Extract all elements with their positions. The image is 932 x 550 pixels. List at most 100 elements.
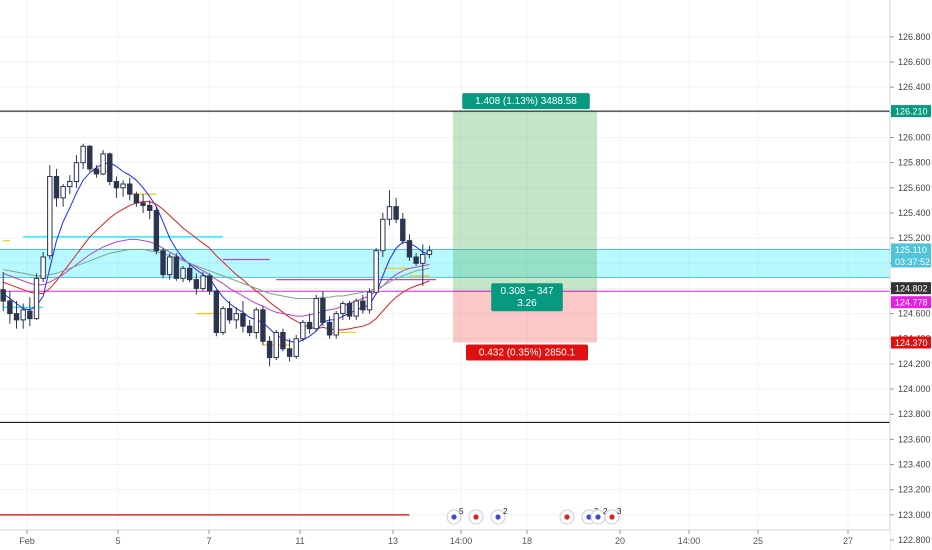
time-axis-bg xyxy=(0,530,890,550)
candle xyxy=(87,145,93,172)
candle-body xyxy=(153,209,160,252)
target-zone[interactable] xyxy=(453,111,597,292)
candle xyxy=(67,175,73,195)
candle-body xyxy=(386,206,393,220)
candle xyxy=(173,253,180,281)
candle xyxy=(93,165,100,178)
candle-body xyxy=(206,275,213,292)
candle xyxy=(20,303,26,329)
price-badges: 126.210125.11003:37:52124.802124.778124.… xyxy=(891,105,931,349)
time-axis[interactable]: Feb 5 7 11 13 14:00 18 20 14:00 25 27 xyxy=(0,529,890,550)
position-label-bg xyxy=(491,283,563,312)
time-tick-label: 27 xyxy=(843,536,853,546)
candle xyxy=(380,212,386,257)
candle-body xyxy=(226,308,233,321)
candle xyxy=(60,184,66,207)
candle xyxy=(326,316,333,339)
candle-body xyxy=(27,310,33,320)
price-axis[interactable]: 126.800126.600126.400126.200126.000125.8… xyxy=(889,0,932,550)
price-badge-label: 124.802 xyxy=(895,284,928,294)
event-marker[interactable]: 3 xyxy=(604,507,622,525)
event-count: 5 xyxy=(459,507,464,516)
candle xyxy=(280,328,286,352)
candle-body xyxy=(333,313,339,336)
event-marker[interactable]: 2 xyxy=(590,507,608,525)
price-tick-label: 122.800 xyxy=(898,535,931,545)
candle xyxy=(273,329,279,361)
position-label: 1.408 (1.13%) 3488.58 xyxy=(462,93,590,110)
price-badge-label: 03:37:52 xyxy=(895,257,930,267)
candle xyxy=(73,155,80,188)
candle xyxy=(100,150,106,176)
candle-body xyxy=(393,206,399,220)
candle-body xyxy=(426,250,433,255)
candle xyxy=(140,194,146,213)
horizontal-lines[interactable] xyxy=(0,110,890,423)
time-tick-label: Feb xyxy=(19,536,35,546)
price-tick-label: 124.600 xyxy=(898,309,931,319)
candle xyxy=(160,248,166,279)
candle-body xyxy=(40,256,46,279)
event-marker[interactable]: 2 xyxy=(490,507,508,525)
event-dot xyxy=(473,514,479,520)
candle-body xyxy=(20,309,26,321)
candle xyxy=(386,190,393,226)
candle-body xyxy=(167,256,173,276)
candle-body xyxy=(127,183,133,195)
event-dot xyxy=(564,514,570,520)
candle xyxy=(333,311,339,339)
candle xyxy=(346,301,353,320)
candle-body xyxy=(406,240,413,258)
candle-body xyxy=(133,193,140,204)
candle-body xyxy=(67,181,73,188)
candle-body xyxy=(80,145,86,164)
candle-body xyxy=(313,297,319,330)
candle-body xyxy=(93,168,100,175)
candle xyxy=(167,253,173,280)
price-tick-label: 123.600 xyxy=(898,434,931,444)
time-tick-label: 7 xyxy=(206,536,211,546)
candle-body xyxy=(173,256,180,279)
candle-body xyxy=(147,204,153,211)
zone-fill xyxy=(0,249,890,278)
candle xyxy=(0,272,6,312)
candle xyxy=(213,289,220,337)
candle-body xyxy=(240,313,246,327)
candle-body xyxy=(160,250,166,276)
candle-body xyxy=(400,218,406,242)
candle-body xyxy=(60,186,66,199)
candle xyxy=(426,245,433,259)
candle xyxy=(413,253,419,266)
candle xyxy=(246,319,253,337)
position-label-text: 0.432 (0.35%) 2850.1 xyxy=(479,348,576,359)
candle xyxy=(240,301,246,333)
event-marker[interactable]: 5 xyxy=(446,507,464,525)
candle xyxy=(393,197,399,224)
event-marker[interactable] xyxy=(559,509,575,525)
candle xyxy=(233,307,240,329)
price-tick-label: 123.800 xyxy=(898,409,931,419)
candle xyxy=(113,176,120,198)
candle-body xyxy=(100,153,106,175)
position-label: 0.432 (0.35%) 2850.1 xyxy=(466,344,588,361)
candle xyxy=(180,265,186,283)
price-badge-label: 124.778 xyxy=(895,298,928,308)
candle-body xyxy=(186,267,193,281)
candle-body xyxy=(273,331,279,359)
long-position-tool[interactable] xyxy=(453,111,597,343)
price-tick-label: 125.800 xyxy=(898,158,931,168)
candle xyxy=(353,298,359,320)
event-markers[interactable]: 52223 xyxy=(446,507,622,525)
price-badge-label: 124.370 xyxy=(895,338,928,348)
candle-body xyxy=(180,267,186,279)
time-tick-label: 13 xyxy=(388,536,398,546)
price-badge-label: 126.210 xyxy=(895,107,928,117)
candle-body xyxy=(253,309,259,333)
time-tick-label: 20 xyxy=(615,536,625,546)
event-marker[interactable] xyxy=(468,509,484,525)
time-tick-label: 11 xyxy=(295,536,304,546)
candle-body xyxy=(380,218,386,252)
candle xyxy=(200,272,206,291)
